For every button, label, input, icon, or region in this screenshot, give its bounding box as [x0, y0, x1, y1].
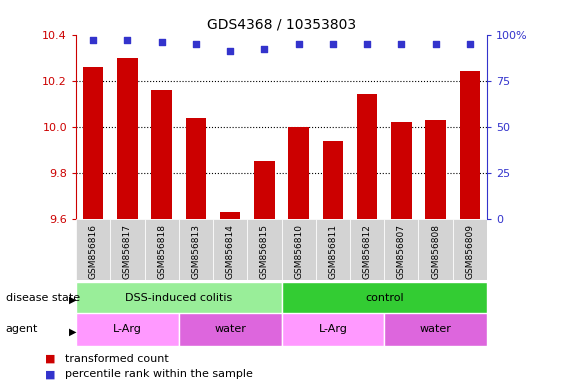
Point — [328, 41, 337, 47]
Text: ■: ■ — [45, 354, 56, 364]
Text: GSM856816: GSM856816 — [88, 224, 97, 279]
Text: percentile rank within the sample: percentile rank within the sample — [65, 369, 253, 379]
Bar — [254, 161, 275, 219]
Point — [157, 39, 166, 45]
Point — [294, 41, 303, 47]
Bar — [117, 58, 138, 219]
Point — [260, 46, 269, 52]
Point — [397, 41, 406, 47]
Bar — [76, 282, 282, 313]
Text: GSM856813: GSM856813 — [191, 224, 200, 279]
Bar — [316, 219, 350, 280]
Text: GSM856811: GSM856811 — [328, 224, 337, 279]
Text: GSM856815: GSM856815 — [260, 224, 269, 279]
Text: water: water — [214, 324, 246, 334]
Point — [123, 37, 132, 43]
Bar — [426, 120, 446, 219]
Bar — [220, 212, 240, 219]
Bar — [391, 122, 412, 219]
Bar — [384, 313, 487, 346]
Text: GSM856812: GSM856812 — [363, 224, 372, 279]
Bar — [213, 219, 247, 280]
Text: agent: agent — [6, 324, 38, 334]
Text: ■: ■ — [45, 369, 56, 379]
Bar — [282, 313, 384, 346]
Bar — [357, 94, 377, 219]
Text: ▶: ▶ — [69, 327, 76, 337]
Bar — [350, 219, 384, 280]
Text: L-Arg: L-Arg — [319, 324, 347, 334]
Bar — [288, 127, 309, 219]
Text: L-Arg: L-Arg — [113, 324, 142, 334]
Text: GSM856814: GSM856814 — [226, 224, 235, 279]
Point — [466, 41, 475, 47]
Point — [191, 41, 200, 47]
Point — [431, 41, 440, 47]
Bar — [76, 219, 110, 280]
Point — [226, 48, 235, 54]
Bar — [76, 313, 179, 346]
Point — [88, 37, 97, 43]
Bar — [110, 219, 145, 280]
Bar — [418, 219, 453, 280]
Text: transformed count: transformed count — [65, 354, 168, 364]
Bar — [323, 141, 343, 219]
Text: control: control — [365, 293, 404, 303]
Bar — [282, 282, 487, 313]
Bar — [179, 219, 213, 280]
Bar — [179, 313, 282, 346]
Bar — [459, 71, 480, 219]
Text: DSS-induced colitis: DSS-induced colitis — [125, 293, 233, 303]
Bar — [282, 219, 316, 280]
Text: disease state: disease state — [6, 293, 80, 303]
Bar — [83, 67, 104, 219]
Text: water: water — [419, 324, 452, 334]
Bar — [186, 118, 206, 219]
Text: GSM856809: GSM856809 — [466, 224, 475, 279]
Bar — [453, 219, 487, 280]
Text: ▶: ▶ — [69, 295, 76, 305]
Text: GSM856807: GSM856807 — [397, 224, 406, 279]
Bar — [151, 90, 172, 219]
Text: GDS4368 / 10353803: GDS4368 / 10353803 — [207, 17, 356, 31]
Text: GSM856808: GSM856808 — [431, 224, 440, 279]
Text: GSM856817: GSM856817 — [123, 224, 132, 279]
Bar — [247, 219, 282, 280]
Bar — [145, 219, 179, 280]
Text: GSM856818: GSM856818 — [157, 224, 166, 279]
Text: GSM856810: GSM856810 — [294, 224, 303, 279]
Bar — [385, 219, 418, 280]
Point — [363, 41, 372, 47]
